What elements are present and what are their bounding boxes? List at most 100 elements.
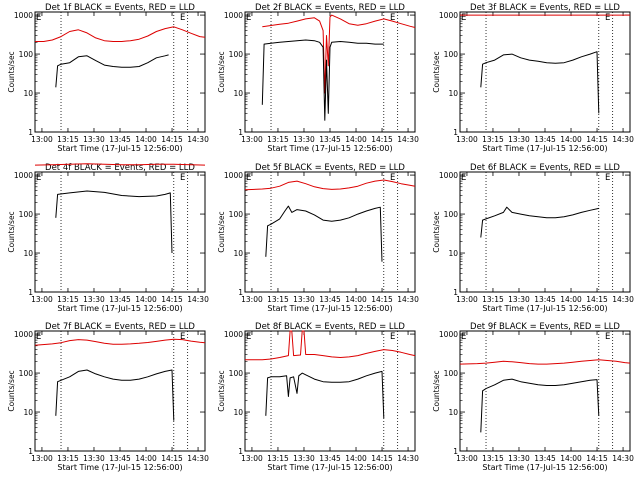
y-tick-label: 1 xyxy=(453,447,458,456)
flag-marker: E xyxy=(246,332,251,342)
x-tick-label: 14:30 xyxy=(187,135,209,144)
x-tick-label: 14:30 xyxy=(397,454,419,463)
x-tick-label: 13:15 xyxy=(267,454,289,463)
x-tick-label: 13:00 xyxy=(241,454,263,463)
x-tick-label: 14:30 xyxy=(187,295,209,304)
series-line-lld xyxy=(459,359,631,365)
y-axis-label: Counts/sec xyxy=(432,211,441,252)
flag-marker: E xyxy=(605,173,610,183)
panel-title: Det 4f BLACK = Events, RED = LLD xyxy=(45,163,195,173)
y-tick-label: 100 xyxy=(229,50,244,59)
x-tick-label: 13:45 xyxy=(319,135,341,144)
series-line-events xyxy=(261,39,384,121)
flag-marker: E xyxy=(246,13,251,23)
flag-marker: E xyxy=(461,13,466,23)
x-tick-label: 14:00 xyxy=(560,295,582,304)
flag-marker: E xyxy=(390,173,395,183)
y-tick-label: 10 xyxy=(23,408,33,417)
x-tick-label: 13:00 xyxy=(31,454,53,463)
y-tick-label: 1 xyxy=(28,447,33,456)
panel-title: Det 9f BLACK = Events, RED = LLD xyxy=(470,322,620,332)
y-axis-label: Counts/sec xyxy=(432,51,441,92)
y-tick-label: 10 xyxy=(23,249,33,258)
y-tick-label: 10 xyxy=(448,89,458,98)
series-line-events xyxy=(55,54,169,88)
x-tick-label: 14:30 xyxy=(612,295,634,304)
series-line-lld xyxy=(34,163,206,166)
x-tick-label: 14:15 xyxy=(586,454,608,463)
x-tick-label: 13:30 xyxy=(508,454,530,463)
y-tick-label: 10 xyxy=(233,89,243,98)
y-tick-label: 1000 xyxy=(439,171,458,180)
x-tick-label: 14:00 xyxy=(560,135,582,144)
series-line-events xyxy=(265,370,385,419)
y-axis-label: Counts/sec xyxy=(217,370,226,411)
x-tick-label: 13:30 xyxy=(293,454,315,463)
flag-marker: E xyxy=(36,332,41,342)
flag-marker: E xyxy=(36,13,41,23)
y-tick-label: 1 xyxy=(238,447,243,456)
x-tick-label: 14:30 xyxy=(612,454,634,463)
y-tick-label: 100 xyxy=(444,50,459,59)
x-tick-label: 13:45 xyxy=(319,295,341,304)
x-tick-label: 13:15 xyxy=(57,295,79,304)
y-tick-label: 100 xyxy=(444,210,459,219)
x-tick-label: 14:15 xyxy=(371,135,393,144)
x-tick-label: 13:00 xyxy=(241,295,263,304)
flag-marker: E xyxy=(461,173,466,183)
y-tick-label: 10 xyxy=(448,249,458,258)
series-line-lld xyxy=(34,338,206,346)
y-tick-label: 100 xyxy=(19,50,34,59)
y-axis-label: Counts/sec xyxy=(432,370,441,411)
x-tick-label: 13:00 xyxy=(31,135,53,144)
panel-title: Det 8f BLACK = Events, RED = LLD xyxy=(255,322,405,332)
series-line-events xyxy=(55,369,175,421)
x-tick-label: 13:30 xyxy=(508,295,530,304)
series-line-events xyxy=(55,190,173,254)
flag-marker: E xyxy=(180,332,185,342)
x-axis-label: Start Time (17-Jul-15 12:56:00) xyxy=(57,304,182,313)
x-tick-label: 13:30 xyxy=(293,135,315,144)
x-tick-label: 14:00 xyxy=(345,454,367,463)
y-tick-label: 10 xyxy=(448,408,458,417)
flag-marker: E xyxy=(390,332,395,342)
y-tick-label: 100 xyxy=(444,369,459,378)
x-tick-label: 14:00 xyxy=(345,135,367,144)
x-tick-label: 14:30 xyxy=(397,135,419,144)
y-tick-label: 1000 xyxy=(224,330,243,339)
x-tick-label: 13:15 xyxy=(57,454,79,463)
y-tick-label: 1000 xyxy=(14,11,33,20)
y-axis-label: Counts/sec xyxy=(7,51,16,92)
y-axis-label: Counts/sec xyxy=(7,370,16,411)
flag-marker: E xyxy=(390,13,395,23)
y-tick-label: 10 xyxy=(23,89,33,98)
panel-title: Det 2f BLACK = Events, RED = LLD xyxy=(255,3,405,13)
x-tick-label: 13:45 xyxy=(534,454,556,463)
x-tick-label: 13:00 xyxy=(456,454,478,463)
x-tick-label: 14:15 xyxy=(161,454,183,463)
x-tick-label: 14:00 xyxy=(345,295,367,304)
x-tick-label: 14:15 xyxy=(161,295,183,304)
x-tick-label: 13:45 xyxy=(534,135,556,144)
x-tick-label: 14:30 xyxy=(397,295,419,304)
series-line-lld xyxy=(244,179,416,191)
x-tick-label: 13:45 xyxy=(319,454,341,463)
x-tick-label: 13:00 xyxy=(31,295,53,304)
y-axis-label: Counts/sec xyxy=(7,211,16,252)
series-line-events xyxy=(265,205,383,262)
x-tick-label: 14:15 xyxy=(586,135,608,144)
y-tick-label: 1 xyxy=(453,128,458,137)
y-tick-label: 1000 xyxy=(14,330,33,339)
y-axis-label: Counts/sec xyxy=(217,51,226,92)
flag-marker: E xyxy=(461,332,466,342)
x-tick-label: 13:00 xyxy=(456,135,478,144)
x-tick-label: 14:15 xyxy=(161,135,183,144)
x-tick-label: 13:45 xyxy=(109,454,131,463)
x-tick-label: 14:00 xyxy=(135,295,157,304)
y-tick-label: 1000 xyxy=(14,171,33,180)
flag-marker: E xyxy=(180,173,185,183)
